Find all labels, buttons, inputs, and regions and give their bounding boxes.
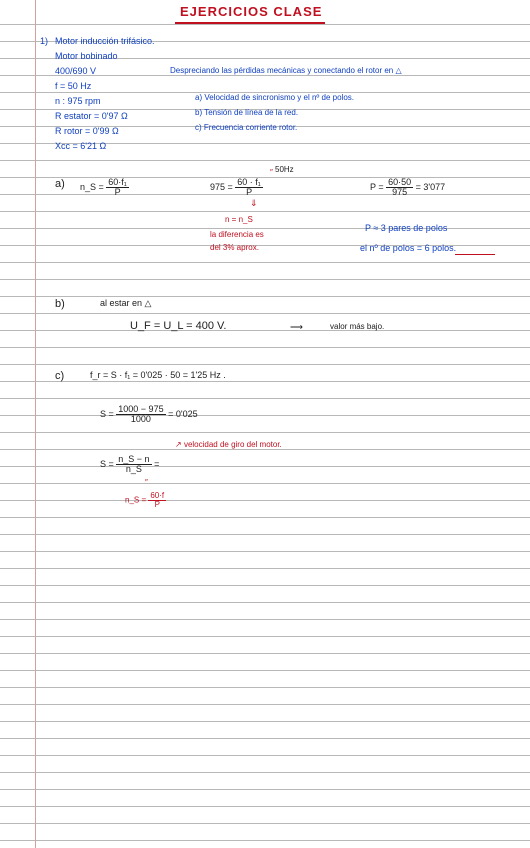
arrow-50hz: ″ — [270, 168, 273, 177]
c-eq2-result: = 0'025 — [168, 409, 198, 419]
c-eq3-den: n_S — [124, 465, 144, 474]
down-arrow-icon: ⇓ — [250, 198, 258, 209]
ns-tick-icon: ″ — [145, 478, 148, 487]
blue-note-1: P ≈ 3 pares de polos — [365, 223, 447, 233]
eq3-result: = 3'077 — [416, 182, 446, 192]
c-eq3-tail: = — [154, 459, 159, 469]
spec-rpm: n : 975 rpm — [55, 96, 101, 106]
eq2-den: P — [244, 188, 254, 197]
red-arrow-note: ↗ velocidad de giro del motor. — [175, 440, 282, 449]
spec-voltage: 400/690 V — [55, 66, 96, 76]
part-b-text: al estar en △ — [100, 298, 151, 309]
part-c-eq1: f_r = S · f₁ = 0'025 · 50 = 1'25 Hz . — [90, 370, 226, 380]
c-eq3-frac: n_S − n n_S — [116, 455, 151, 474]
part-b-eq: U_F = U_L = 400 V. — [130, 320, 226, 332]
part-c-eq2: S = 1000 − 975 1000 = 0'025 — [100, 405, 198, 424]
part-b-label: b) — [55, 298, 65, 310]
eq3-frac: 60·50 975 — [386, 178, 413, 197]
eq1-lhs: n_S = — [80, 182, 104, 192]
red-ns-eq: n_S = 60·f P — [125, 492, 166, 509]
c-eq3-lhs: S = — [100, 459, 114, 469]
spec-rrotor: R rotor = 0'99 Ω — [55, 126, 119, 136]
note-50hz: 50Hz — [275, 165, 294, 174]
eq1-frac: 60·f₁ P — [106, 178, 129, 197]
red-note-3: del 3% aprox. — [210, 243, 259, 252]
red-ns-lhs: n_S = — [125, 496, 148, 505]
part-a-eq2: 975 = 60 · f₁ P — [210, 178, 263, 197]
part-b-arrow-note: valor más bajo. — [330, 322, 384, 331]
problem-sub-a: a) Velocidad de sincronismo y el nº de p… — [195, 93, 354, 102]
part-c-label: c) — [55, 370, 64, 382]
c-eq2-den: 1000 — [129, 415, 153, 424]
spec-xcc: Xcc = 6'21 Ω — [55, 141, 106, 151]
red-note-1: n = n_S — [225, 215, 253, 224]
title-underline — [175, 22, 325, 24]
red-ns-frac: 60·f P — [148, 492, 166, 509]
red-note-2: la diferencia es — [210, 230, 264, 239]
problem-number: 1) — [40, 36, 48, 46]
part-a-eq1: n_S = 60·f₁ P — [80, 178, 129, 197]
c-eq2-frac: 1000 − 975 1000 — [116, 405, 165, 424]
problem-sub-b: b) Tensión de línea de la red. — [195, 108, 298, 117]
spec-freq: f = 50 Hz — [55, 81, 91, 91]
eq2-frac: 60 · f₁ P — [235, 178, 263, 197]
problem-sub-c: c) Frecuencia corriente rotor. — [195, 123, 297, 132]
page-content: EJERCICIOS CLASE 1) Motor inducción trif… — [0, 0, 530, 848]
eq3-lhs: P = — [370, 182, 384, 192]
part-a-label: a) — [55, 178, 65, 190]
red-ns-den: P — [153, 501, 162, 509]
c-eq2-lhs: S = — [100, 409, 114, 419]
eq2-lhs: 975 = — [210, 182, 233, 192]
problem-header-2: Motor bobinado — [55, 51, 118, 61]
part-c-eq3: S = n_S − n n_S = — [100, 455, 159, 474]
problem-note: Despreciando las pérdidas mecánicas y co… — [170, 66, 402, 75]
spec-restator: R estator = 0'97 Ω — [55, 111, 128, 121]
red-arrow-text: velocidad de giro del motor. — [184, 440, 282, 449]
arrow-right-icon: ⟶ — [290, 322, 303, 333]
part-a-eq3: P = 60·50 975 = 3'077 — [370, 178, 445, 197]
page-title: EJERCICIOS CLASE — [180, 4, 322, 19]
underline-polos — [455, 254, 495, 255]
eq1-den: P — [113, 188, 123, 197]
eq3-den: 975 — [390, 188, 409, 197]
problem-header-1: Motor inducción trifásico. — [55, 36, 155, 46]
blue-note-2: el nº de polos = 6 polos. — [360, 243, 456, 253]
curve-arrow-icon: ↗ — [175, 440, 182, 449]
